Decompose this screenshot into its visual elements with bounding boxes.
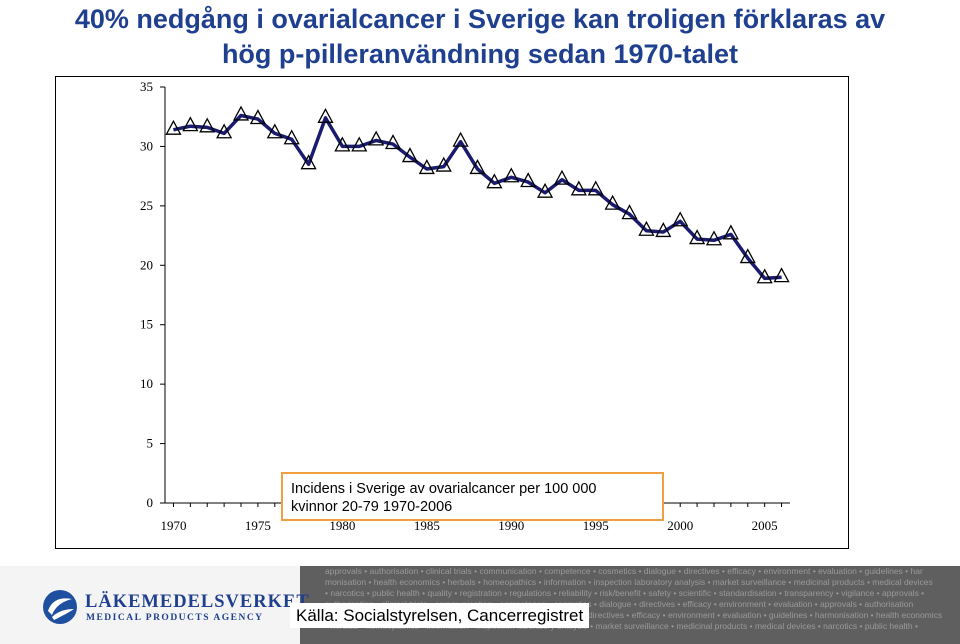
data-point-marker [401, 147, 419, 163]
keyword-line: • narcotics • public health • quality • … [325, 588, 925, 598]
data-point-marker [739, 248, 756, 264]
y-tick-label: 5 [147, 436, 154, 451]
y-tick-label: 10 [140, 376, 153, 391]
y-tick-label: 0 [147, 495, 154, 510]
keyword-band: approvals • authorisation • clinical tri… [325, 566, 960, 644]
y-tick-label: 30 [140, 138, 153, 153]
x-tick-label: 2005 [752, 518, 778, 533]
data-point-marker [520, 172, 537, 188]
data-point-marker [705, 230, 723, 246]
footer-banner: approvals • authorisation • clinical tri… [0, 566, 960, 644]
data-point-marker [165, 119, 182, 135]
keyword-line: • clinical trials • communication • comp… [325, 610, 943, 620]
slide-title-line-2: hög p-pilleranvändning sedan 1970-talet [221, 39, 739, 69]
source-label: Källa: Socialstyrelsen, Cancerregistret [290, 603, 590, 628]
keyword-line: monisation • health economics • herbals … [325, 577, 933, 587]
data-point-marker [182, 116, 199, 132]
data-point-marker [672, 211, 689, 227]
data-point-marker [199, 117, 216, 133]
data-point-marker [689, 229, 706, 245]
chart-frame: 0 5 10 15 20 25 30 35 1970 1975 1980 1985 1990 1995 20… [55, 76, 849, 549]
data-point-marker [655, 222, 672, 238]
y-tick-label: 20 [140, 257, 153, 272]
data-point-marker [621, 204, 638, 220]
data-point-marker [368, 130, 385, 146]
x-tick-label: 1980 [329, 518, 355, 533]
data-point-marker [249, 109, 266, 125]
data-point-marker [435, 156, 452, 172]
slide-title: 40% nedgång i ovarialcancer i Sverige ka… [0, 2, 960, 72]
x-tick-label: 1970 [160, 518, 186, 533]
data-point-marker [418, 159, 435, 175]
data-point-marker [469, 159, 486, 175]
agency-subtitle: MEDICAL PRODUCTS AGENCY [86, 613, 264, 623]
data-point-marker [266, 123, 283, 139]
legend-box: Incidens i Sverige av ovarialcancer per … [281, 472, 664, 521]
series-line [173, 113, 782, 281]
x-tick-label: 1995 [583, 518, 609, 533]
y-tick-label: 15 [140, 317, 153, 332]
legend-line-2: kvinnor 20-79 1970-2006 [291, 499, 453, 515]
data-point-marker [638, 220, 655, 236]
data-point-marker [570, 180, 587, 196]
agency-name: LÄKEMEDELSVERKET [85, 592, 310, 612]
data-point-marker [486, 173, 503, 189]
data-point-marker [232, 105, 250, 121]
data-point-marker [384, 134, 402, 150]
agency-logo: LÄKEMEDELSVERKET MEDICAL PRODUCTS AGENCY [0, 566, 309, 644]
data-point-marker [334, 136, 351, 152]
x-tick-label: 1985 [414, 518, 440, 533]
keyword-line: approvals • authorisation • clinical tri… [325, 566, 923, 576]
data-point-marker [216, 123, 233, 139]
keyword-line: • herbals • homeopathics • information •… [325, 621, 918, 631]
y-tick-label: 35 [140, 79, 153, 94]
line-chart: 0 5 10 15 20 25 30 35 1970 1975 1980 1985 1990 1995 20… [140, 79, 790, 533]
agency-logo-icon [43, 590, 77, 624]
data-point-marker [300, 154, 317, 170]
data-point-marker [604, 194, 621, 210]
x-tick-label: 1975 [245, 518, 271, 533]
legend-line-1: Incidens i Sverige av ovarialcancer per … [291, 481, 597, 497]
data-point-marker [283, 129, 300, 145]
y-tick-label: 25 [140, 198, 153, 213]
data-point-marker [722, 224, 739, 240]
data-point-marker [773, 267, 790, 283]
data-point-marker [452, 131, 469, 147]
keyword-line: authorisation • clinical trials • commun… [325, 599, 914, 609]
slide-title-line-1: 40% nedgång i ovarialcancer i Sverige ka… [74, 4, 886, 34]
data-point-marker [553, 169, 571, 185]
data-point-marker [536, 182, 554, 198]
data-point-marker [503, 167, 520, 183]
data-point-marker [756, 268, 773, 284]
x-tick-label: 1990 [498, 518, 524, 533]
data-point-marker [351, 136, 368, 152]
x-tick-label: 2000 [667, 518, 693, 533]
data-point-marker [587, 180, 604, 196]
data-point-marker [317, 107, 334, 123]
